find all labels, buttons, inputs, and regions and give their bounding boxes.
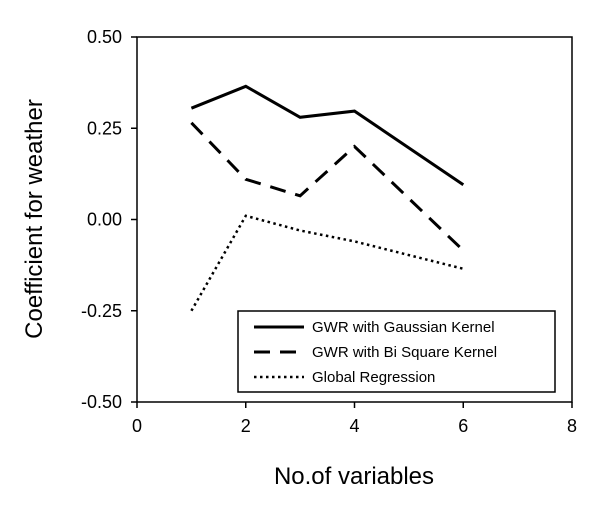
x-tick-label: 4 xyxy=(349,416,359,436)
y-tick-label: 0.25 xyxy=(87,118,122,138)
x-tick-label: 0 xyxy=(132,416,142,436)
y-tick-label: 0.00 xyxy=(87,210,122,230)
axis-ticks: 0 2 4 6 8 0.50 0.25 0.00 -0.25 -0.50 xyxy=(81,27,577,436)
x-tick-label: 8 xyxy=(567,416,577,436)
series-line-2 xyxy=(190,121,465,252)
series-lines xyxy=(190,84,465,312)
y-tick-label: -0.50 xyxy=(81,392,122,412)
x-axis-title: No.of variables xyxy=(274,463,434,490)
legend-label-1: GWR with Gaussian Kernel xyxy=(312,319,495,336)
series-line-3 xyxy=(190,214,464,312)
x-tick-label: 2 xyxy=(241,416,251,436)
x-tick-label: 6 xyxy=(458,416,468,436)
legend-label-3: Global Regression xyxy=(312,369,435,386)
y-tick-label: 0.50 xyxy=(87,27,122,47)
series-line-1 xyxy=(190,84,465,187)
legend: GWR with Gaussian Kernel GWR with Bi Squa… xyxy=(237,310,556,393)
y-axis-title: Coefficient for weather xyxy=(21,99,48,339)
y-tick-label: -0.25 xyxy=(81,301,122,321)
legend-label-2: GWR with Bi Square Kernel xyxy=(312,344,497,361)
